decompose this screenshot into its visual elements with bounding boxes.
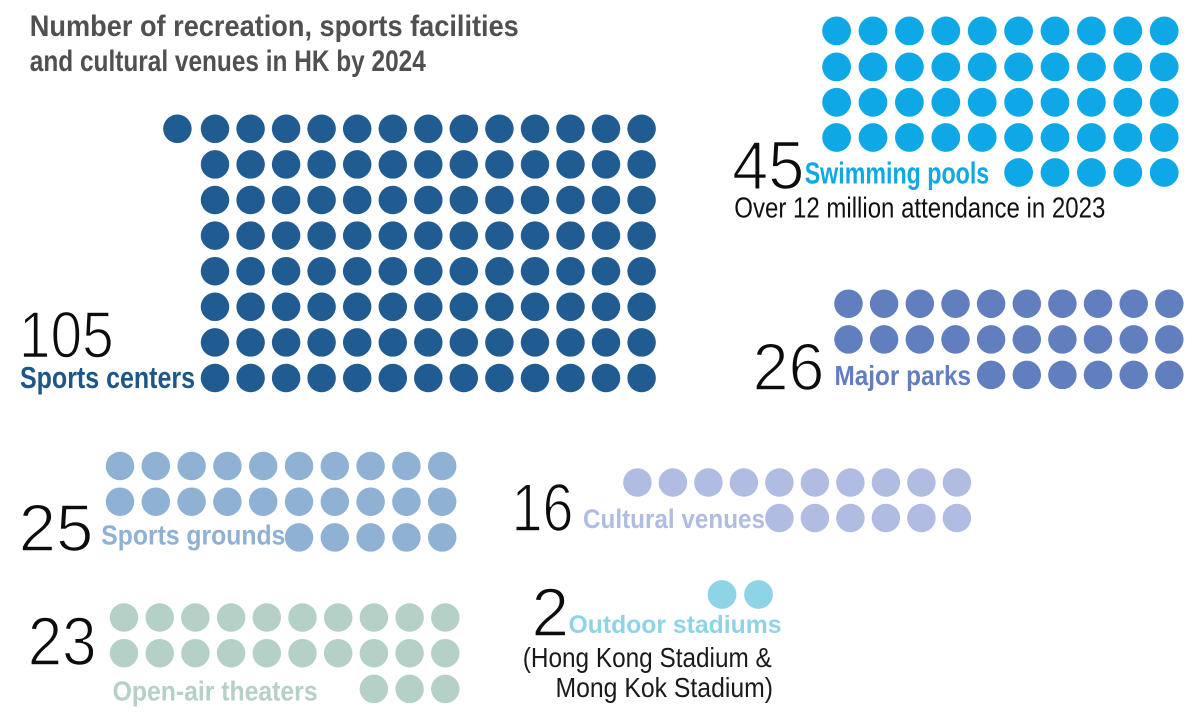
- svg-text:16: 16: [512, 471, 574, 546]
- svg-text:Outdoor stadiums: Outdoor stadiums: [569, 612, 782, 639]
- svg-text:Sports centers: Sports centers: [20, 360, 195, 395]
- svg-text:Over 12 million attendance in: Over 12 million attendance in 2023: [734, 193, 1105, 225]
- svg-text:Major parks: Major parks: [835, 360, 972, 391]
- svg-text:23: 23: [28, 604, 97, 680]
- svg-text:Open-air theaters: Open-air theaters: [113, 675, 318, 706]
- svg-text:Cultural venues: Cultural venues: [583, 503, 765, 534]
- svg-text:26: 26: [753, 331, 825, 405]
- svg-text:Swimming pools: Swimming pools: [805, 156, 990, 191]
- svg-text:25: 25: [19, 491, 94, 566]
- svg-text:Mong Kok Stadium): Mong Kok Stadium): [556, 672, 774, 703]
- svg-text:and cultural venues in HK by 2: and cultural venues in HK by 2024: [30, 45, 426, 78]
- svg-text:Number of recreation, sports f: Number of recreation, sports facilities: [30, 10, 519, 43]
- svg-text:45: 45: [732, 127, 804, 204]
- svg-text:2: 2: [531, 574, 569, 651]
- svg-text:105: 105: [19, 297, 114, 371]
- svg-text:Sports grounds: Sports grounds: [101, 519, 285, 550]
- svg-text:(Hong Kong Stadium &: (Hong Kong Stadium &: [523, 642, 772, 673]
